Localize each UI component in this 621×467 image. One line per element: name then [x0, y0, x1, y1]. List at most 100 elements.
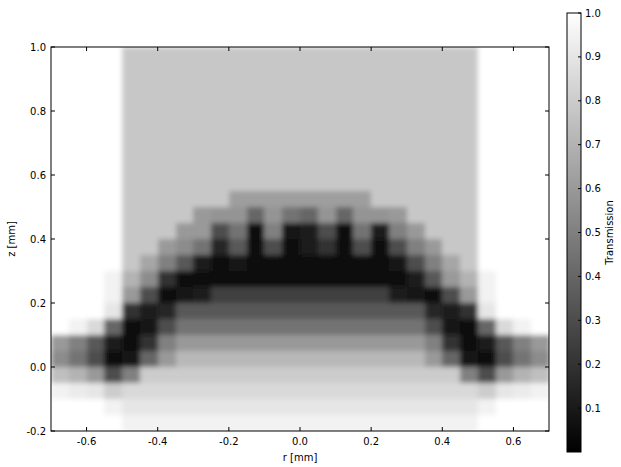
heatmap-cell [407, 415, 425, 431]
heatmap-cell [69, 95, 87, 112]
heatmap-cell [513, 239, 531, 256]
heatmap-cell [87, 351, 105, 368]
heatmap-cell [122, 367, 140, 384]
heatmap-cell [353, 383, 371, 400]
heatmap-cell [389, 175, 407, 192]
heatmap-cell [442, 223, 460, 240]
heatmap-cell [513, 111, 531, 128]
heatmap-cell [176, 383, 194, 400]
heatmap-cell [104, 271, 122, 288]
heatmap-cell [513, 319, 531, 336]
heatmap-cell [229, 159, 247, 176]
heatmap-cell [353, 415, 371, 431]
heatmap-cell [69, 287, 87, 304]
x-tick [86, 427, 87, 431]
heatmap-cell [247, 271, 265, 288]
heatmap-cell [442, 111, 460, 128]
heatmap-cell [336, 319, 354, 336]
heatmap-cell [407, 271, 425, 288]
heatmap-cell [300, 399, 318, 416]
heatmap-cell [513, 191, 531, 208]
heatmap-cell [371, 383, 389, 400]
heatmap-cell [371, 287, 389, 304]
heatmap-cell [104, 47, 122, 64]
heatmap-cell [371, 255, 389, 272]
x-tick [228, 47, 229, 51]
heatmap-cell [87, 159, 105, 176]
heatmap-cell [300, 319, 318, 336]
heatmap-cell [353, 143, 371, 160]
heatmap-cell [389, 287, 407, 304]
heatmap-cell [87, 335, 105, 352]
heatmap-cell [318, 47, 336, 64]
heatmap-cell [496, 63, 514, 80]
heatmap-cell [513, 383, 531, 400]
heatmap-cell [336, 287, 354, 304]
heatmap-cell [531, 63, 549, 80]
heatmap-cell [69, 191, 87, 208]
heatmap-cell [193, 207, 211, 224]
y-tick-label: -0.2 [26, 426, 46, 437]
heatmap-cell [300, 223, 318, 240]
heatmap-cell [496, 47, 514, 64]
heatmap-cell [425, 335, 443, 352]
heatmap-cell [264, 143, 282, 160]
heatmap-cell [425, 223, 443, 240]
heatmap-cell [442, 303, 460, 320]
heatmap-cell [300, 239, 318, 256]
heatmap-cell [478, 383, 496, 400]
heatmap-cell [496, 399, 514, 416]
heatmap-cell [460, 415, 478, 431]
heatmap-cell [264, 351, 282, 368]
heatmap-cell [389, 383, 407, 400]
heatmap-cell [51, 111, 69, 128]
heatmap-cell [389, 127, 407, 144]
heatmap-cell [87, 367, 105, 384]
heatmap-cell [318, 63, 336, 80]
heatmap-cell [460, 335, 478, 352]
heatmap-cell [513, 335, 531, 352]
heatmap-cell [140, 95, 158, 112]
heatmap-cell [389, 111, 407, 128]
x-tick-label: 0.0 [292, 436, 308, 447]
heatmap-cell [460, 111, 478, 128]
heatmap-cell [460, 47, 478, 64]
heatmap-cell [407, 383, 425, 400]
heatmap-cell [353, 271, 371, 288]
colorbar-tick [578, 100, 581, 101]
heatmap-cell [371, 175, 389, 192]
heatmap-cell [513, 415, 531, 431]
heatmap-cell [282, 111, 300, 128]
colorbar-tick [578, 188, 581, 189]
heatmap-cell [531, 255, 549, 272]
heatmap-cell [353, 175, 371, 192]
heatmap-cell [318, 271, 336, 288]
heatmap-cell [371, 335, 389, 352]
heatmap-cell [531, 95, 549, 112]
heatmap-cell [140, 399, 158, 416]
heatmap-cell [247, 63, 265, 80]
heatmap-cell [247, 351, 265, 368]
heatmap-cell [336, 255, 354, 272]
heatmap-cell [158, 207, 176, 224]
heatmap-cell [318, 351, 336, 368]
heatmap-cell [176, 111, 194, 128]
heatmap-cell [478, 159, 496, 176]
heatmap-cell [318, 143, 336, 160]
heatmap-cell [371, 79, 389, 96]
heatmap-cell [51, 367, 69, 384]
heatmap-cell [158, 367, 176, 384]
heatmap-cell [229, 383, 247, 400]
heatmap-cell [460, 271, 478, 288]
heatmap-cell [176, 207, 194, 224]
colorbar-tick-label: 0.3 [585, 315, 601, 326]
heatmap-cell [211, 159, 229, 176]
heatmap-cell [104, 191, 122, 208]
heatmap-cell [69, 303, 87, 320]
heatmap-cell [158, 383, 176, 400]
heatmap-cell [247, 335, 265, 352]
heatmap-cell [478, 143, 496, 160]
heatmap-cell [264, 95, 282, 112]
heatmap-cell [264, 271, 282, 288]
heatmap-cell [122, 399, 140, 416]
